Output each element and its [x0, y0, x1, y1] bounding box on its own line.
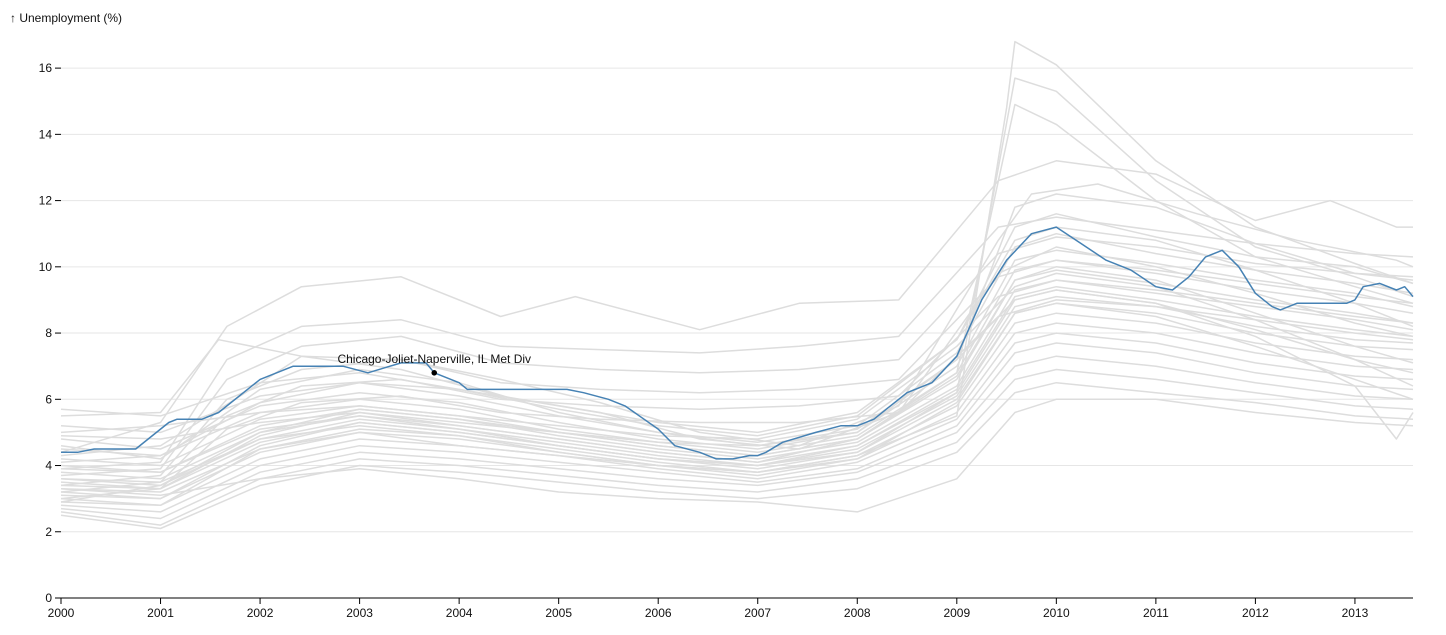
- background-series-line: [60, 216, 1414, 470]
- x-tick: 2001: [147, 598, 174, 620]
- background-series-line: [60, 77, 1414, 500]
- y-tick-label: 4: [45, 459, 52, 473]
- background-series-line: [60, 289, 1414, 473]
- background-series-line: [60, 312, 1414, 493]
- x-tick: 2010: [1043, 598, 1070, 620]
- y-tick-label: 6: [45, 392, 52, 406]
- y-tick-label: 14: [39, 127, 53, 141]
- y-tick-label: 12: [39, 194, 53, 208]
- x-tick-label: 2000: [48, 606, 75, 620]
- x-tick-label: 2005: [545, 606, 572, 620]
- background-series-line: [60, 302, 1414, 483]
- focus-label: Chicago-Joliet-Naperville, IL Met Div: [337, 352, 531, 366]
- y-tick: 12: [39, 194, 61, 208]
- x-tick: 2007: [744, 598, 771, 620]
- y-axis-label: ↑ Unemployment (%): [10, 11, 122, 25]
- background-series-line: [60, 368, 1414, 526]
- background-series-line: [60, 332, 1414, 507]
- x-tick-label: 2012: [1242, 606, 1269, 620]
- background-series-line: [60, 322, 1414, 500]
- y-tick-label: 16: [39, 61, 53, 75]
- x-tick: 2008: [844, 598, 871, 620]
- focus-marker: Chicago-Joliet-Naperville, IL Met Div: [337, 352, 531, 376]
- x-tick-label: 2007: [744, 606, 771, 620]
- x-axis: 2000 2001 2002 2003 2004 2005 2006 2007 2008 2009…: [48, 597, 1413, 620]
- highlight-series-line[interactable]: [61, 226, 1414, 460]
- x-tick-label: 2001: [147, 606, 174, 620]
- background-series-line: [60, 272, 1414, 440]
- background-series-line: [60, 381, 1414, 530]
- x-tick: 2000: [48, 598, 75, 620]
- x-tick-label: 2009: [943, 606, 970, 620]
- x-tick: 2005: [545, 598, 572, 620]
- y-tick-label: 0: [45, 591, 52, 605]
- y-tick-label: 8: [45, 326, 52, 340]
- y-tick: 14: [39, 127, 61, 141]
- y-tick-label: 10: [39, 260, 53, 274]
- x-tick: 2004: [446, 598, 473, 620]
- background-series-line: [60, 299, 1414, 500]
- x-tick: 2009: [943, 598, 970, 620]
- background-series-line: [60, 259, 1414, 457]
- background-series-line: [60, 269, 1414, 467]
- background-series-line: [60, 232, 1414, 444]
- y-tick: 2: [45, 525, 61, 539]
- x-tick: 2013: [1342, 598, 1369, 620]
- y-tick: 16: [39, 61, 61, 75]
- x-tick: 2006: [645, 598, 672, 620]
- x-tick: 2002: [247, 598, 274, 620]
- background-series-line: [60, 355, 1414, 520]
- y-tick-label: 2: [45, 525, 52, 539]
- y-axis: 0 2 4 6 8 10 12 14 16: [39, 61, 61, 605]
- background-series-line: [60, 398, 1414, 513]
- background-series: [60, 40, 1414, 530]
- y-tick: 8: [45, 326, 61, 340]
- x-tick-label: 2011: [1143, 606, 1169, 620]
- background-series-line: [60, 40, 1414, 507]
- background-series-line: [60, 160, 1413, 454]
- x-tick-label: 2002: [247, 606, 274, 620]
- x-tick-label: 2003: [346, 606, 373, 620]
- background-series-line: [60, 289, 1414, 447]
- x-tick-label: 2008: [844, 606, 871, 620]
- background-series-line: [60, 266, 1414, 503]
- background-series-line: [60, 213, 1414, 437]
- background-series-line: [60, 193, 1414, 460]
- y-tick: 4: [45, 459, 61, 473]
- background-series-line: [60, 342, 1414, 513]
- x-tick-label: 2010: [1043, 606, 1070, 620]
- background-series-line: [60, 285, 1414, 480]
- y-tick: 0: [45, 591, 61, 605]
- background-series-line: [60, 226, 1414, 463]
- y-tick: 10: [39, 260, 61, 274]
- focus-dot: [431, 370, 438, 376]
- x-tick: 2011: [1143, 598, 1169, 620]
- x-tick-label: 2006: [645, 606, 672, 620]
- x-tick: 2003: [346, 598, 373, 620]
- highlight-series[interactable]: [61, 226, 1414, 460]
- background-series-line: [60, 249, 1414, 450]
- x-tick-label: 2013: [1342, 606, 1369, 620]
- background-series-line: [60, 259, 1414, 487]
- y-tick: 6: [45, 392, 61, 406]
- x-tick: 2012: [1242, 598, 1269, 620]
- x-tick-label: 2004: [446, 606, 473, 620]
- background-series-line: [60, 246, 1414, 450]
